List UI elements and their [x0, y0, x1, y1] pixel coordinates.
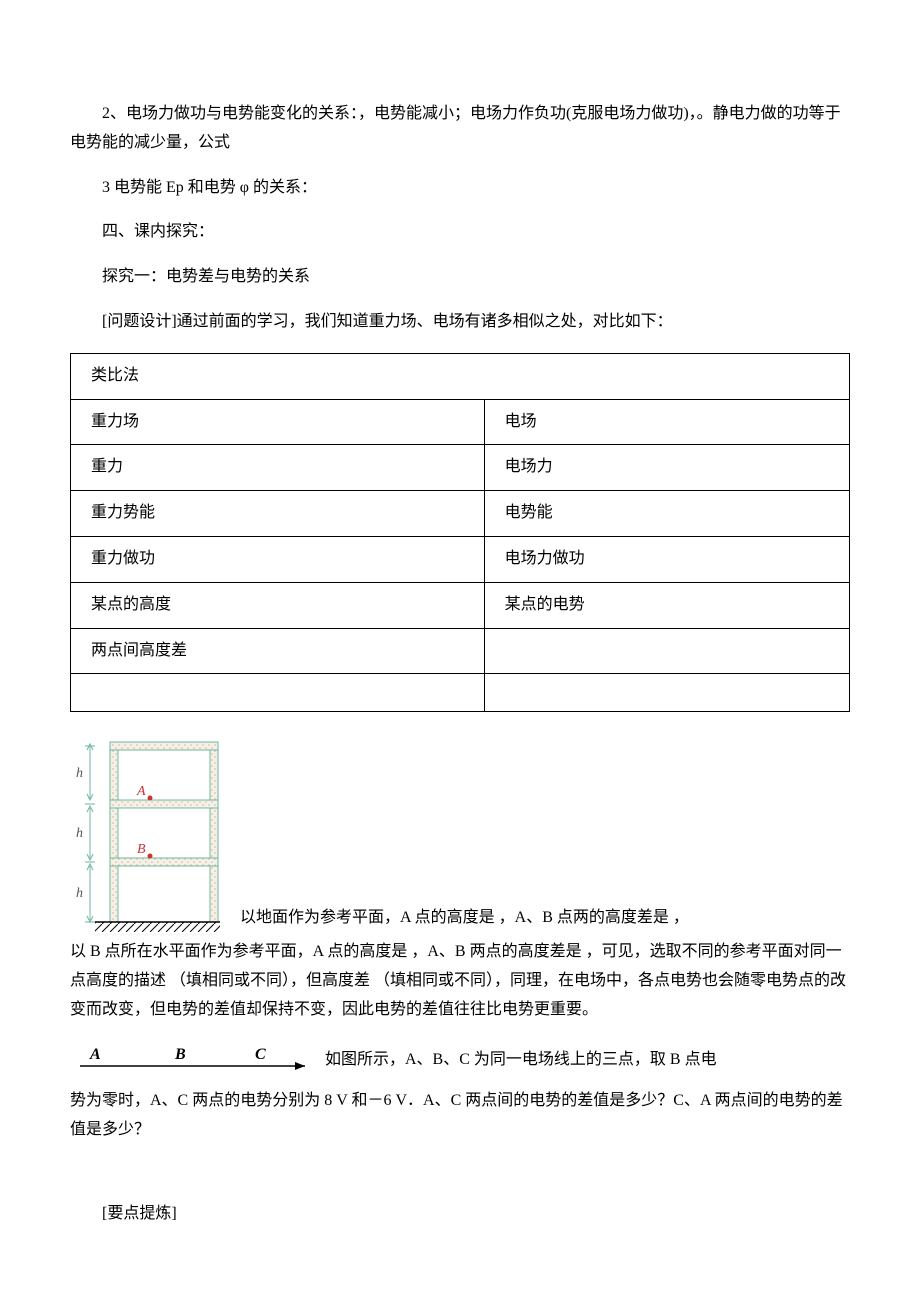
table-cell: 某点的高度: [71, 582, 485, 628]
field-line-section: A B C 如图所示，A、B、C 为同一电场线上的三点，取 B 点电: [70, 1041, 850, 1081]
diagram-continuing-text: 以 B 点所在水平面作为参考平面，A 点的高度是 ，A、B 两点的高度差是 ，可…: [70, 938, 850, 1024]
table-cell: 某点的电势: [484, 582, 849, 628]
table-row: [71, 674, 850, 712]
comparison-table: 类比法 重力场 电场 重力 电场力 重力势能 电势能 重力做功 电场力做功 某点…: [70, 353, 850, 713]
paragraph-work-energy: 2、电场力做功与电势能变化的关系：，电势能减小；电场力作负功(克服电场力做功)，…: [70, 100, 850, 158]
key-points-section: [要点提炼]: [70, 1200, 850, 1229]
h-label-1: h: [76, 766, 83, 781]
h-label-2: h: [76, 826, 83, 841]
table-cell: 重力场: [71, 399, 485, 445]
table-row: 重力做功 电场力做功: [71, 536, 850, 582]
height-diagram-section: h h h A B 以地面作为参考平面，A 点的高度是 ，A、B 点两的高度差是…: [70, 732, 850, 932]
table-header-cell: 类比法: [71, 353, 850, 399]
point-a-label: A: [136, 784, 146, 799]
table-row: 两点间高度差: [71, 628, 850, 674]
table-cell: 重力做功: [71, 536, 485, 582]
table-row: 重力势能 电势能: [71, 491, 850, 537]
h-label-3: h: [76, 886, 83, 901]
field-line-first-text: 如图所示，A、B、C 为同一电场线上的三点，取 B 点电: [325, 1051, 717, 1068]
paragraph-problem-design: [问题设计]通过前面的学习，我们知道重力场、电场有诸多相似之处，对比如下：: [70, 308, 850, 337]
table-cell: 电场力: [484, 445, 849, 491]
diagram-first-line-text: 以地面作为参考平面，A 点的高度是 ，A、B 点两的高度差是 ，: [240, 909, 689, 926]
field-point-c-label: C: [255, 1046, 266, 1063]
paragraph-explore-title: 探究一：电势差与电势的关系: [70, 263, 850, 292]
table-cell: 重力: [71, 445, 485, 491]
table-cell: 两点间高度差: [71, 628, 485, 674]
table-row: 重力 电场力: [71, 445, 850, 491]
table-cell: [484, 628, 849, 674]
table-cell: 重力势能: [71, 491, 485, 537]
point-b-label: B: [137, 842, 146, 857]
point-a: [148, 796, 153, 801]
table-cell: [71, 674, 485, 712]
table-header-row: 类比法: [71, 353, 850, 399]
paragraph-section-header: 四、课内探究：: [70, 218, 850, 247]
table-cell: 电势能: [484, 491, 849, 537]
height-diagram: h h h A B: [70, 732, 230, 932]
field-line-diagram: A B C: [70, 1041, 315, 1081]
field-point-b-label: B: [174, 1046, 186, 1063]
point-b: [148, 854, 153, 859]
field-point-a-label: A: [89, 1046, 101, 1063]
table-cell: [484, 674, 849, 712]
table-row: 重力场 电场: [71, 399, 850, 445]
table-cell: 电场力做功: [484, 536, 849, 582]
table-cell: 电场: [484, 399, 849, 445]
table-row: 某点的高度 某点的电势: [71, 582, 850, 628]
paragraph-ep-phi: 3 电势能 Ep 和电势 φ 的关系：: [70, 174, 850, 203]
field-line-continuing-text: 势为零时，A、C 两点的电势分别为 8 V 和－6 V．A、C 两点间的电势的差…: [70, 1087, 850, 1145]
